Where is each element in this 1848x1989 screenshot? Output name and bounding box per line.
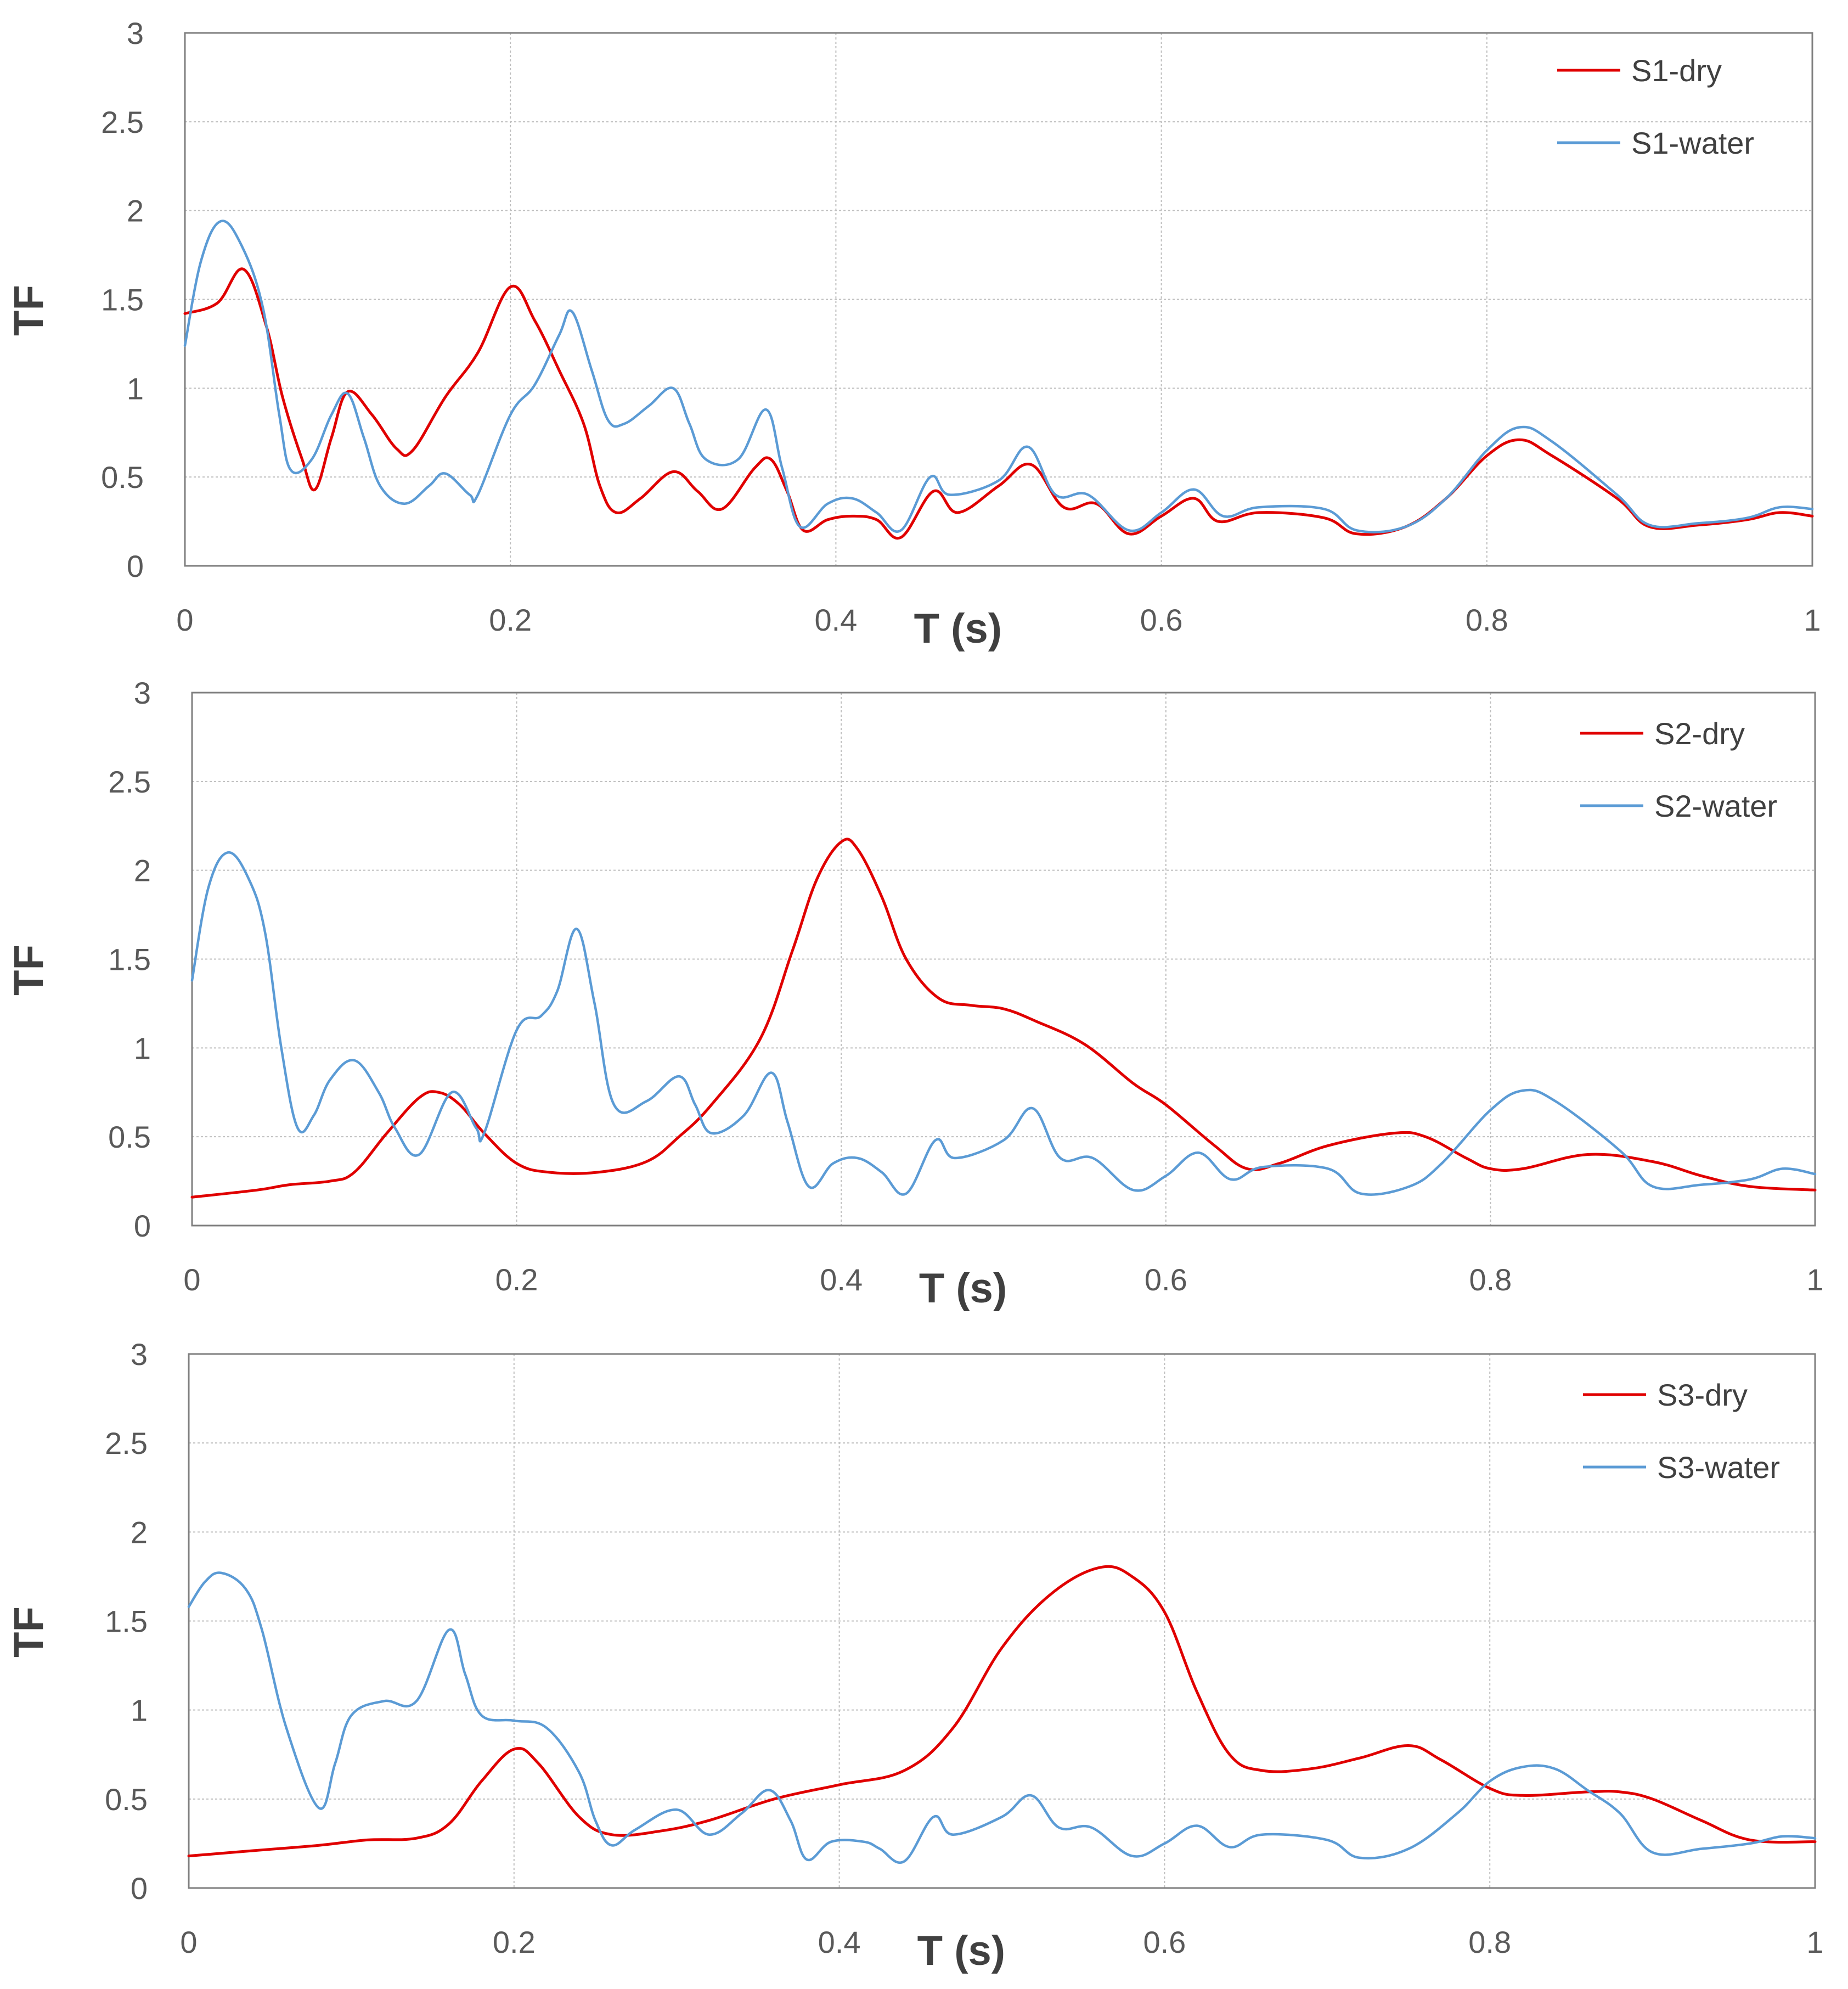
x-tick-label: 0.6 [1145, 1262, 1187, 1297]
y-tick-label: 0.5 [101, 460, 144, 495]
y-tick-label: 3 [127, 16, 144, 50]
x-tick-label: 0.2 [493, 1925, 536, 1959]
y-tick-label: 1 [131, 1693, 148, 1728]
x-tick-label: 0 [183, 1262, 200, 1297]
x-axis-title: T (s) [914, 605, 1002, 652]
series-line-s1-dry [183, 267, 1814, 540]
legend-label: S2-dry [1654, 716, 1745, 751]
y-tick-label: 2 [134, 853, 151, 888]
y-tick-label: 2 [127, 194, 144, 228]
y-axis-title: TF [5, 945, 52, 996]
chart-panel-3: 0 0.5 1 1.5 2 2.5 3 0 0.2 0.4 0.6 0.8 1 T (s) TF S3-dry… [5, 1337, 1824, 1974]
y-tick-label: 1 [134, 1031, 151, 1065]
legend-label: S3-water [1657, 1450, 1780, 1485]
series-line-s2-water [190, 851, 1817, 1196]
x-tick-label: 0.4 [814, 603, 857, 637]
y-tick-label: 3 [131, 1337, 148, 1372]
x-tick-label: 0.6 [1143, 1925, 1186, 1959]
series-line-s3-water [187, 1571, 1817, 1864]
y-axis-title: TF [5, 1606, 52, 1658]
y-tick-label: 0 [131, 1871, 148, 1906]
x-tick-label: 0.8 [1468, 1925, 1511, 1959]
chart-panel-1: 0 0.5 1 1.5 2 2.5 3 0 0.2 0.4 0.6 0.8 1 T (s) TF S1-dry… [5, 16, 1821, 652]
series-line-s3-dry [187, 1565, 1817, 1858]
x-tick-label: 0.4 [820, 1262, 863, 1297]
y-tick-label: 2.5 [105, 1426, 148, 1460]
x-tick-label: 0.4 [818, 1925, 861, 1959]
plot-area-frame [191, 692, 1816, 1227]
y-tick-label: 3 [134, 676, 151, 710]
y-axis-title: TF [5, 285, 52, 336]
x-axis-title: T (s) [917, 1928, 1005, 1974]
legend-label: S2-water [1654, 789, 1777, 823]
legend-label: S1-dry [1631, 53, 1722, 88]
y-tick-label: 0.5 [108, 1120, 151, 1154]
chart-panel-2: 0 0.5 1 1.5 2 2.5 3 0 0.2 0.4 0.6 0.8 1 T (s) TF S2-dry… [5, 676, 1824, 1312]
y-tick-label: 1 [127, 371, 144, 406]
y-tick-label: 2 [131, 1515, 148, 1549]
y-tick-label: 0 [134, 1209, 151, 1243]
series-line-s2-dry [190, 838, 1817, 1199]
series-line-s1-water [183, 220, 1814, 533]
y-tick-label: 0.5 [105, 1782, 148, 1817]
x-axis-title: T (s) [919, 1265, 1007, 1312]
x-tick-label: 0 [176, 603, 193, 637]
x-tick-label: 1 [1804, 603, 1821, 637]
y-tick-label: 2.5 [101, 105, 144, 139]
y-tick-label: 1.5 [105, 1604, 148, 1639]
y-tick-label: 2.5 [108, 765, 151, 799]
x-tick-label: 0.2 [489, 603, 532, 637]
plot-area-frame [188, 1353, 1816, 1889]
legend-label: S1-water [1631, 126, 1754, 160]
x-tick-label: 1 [1806, 1262, 1823, 1297]
x-tick-label: 0.8 [1466, 603, 1508, 637]
legend-label: S3-dry [1657, 1378, 1748, 1412]
x-tick-label: 0.6 [1140, 603, 1183, 637]
plot-area-frame [184, 32, 1813, 567]
y-tick-label: 0 [127, 549, 144, 583]
x-tick-label: 0.2 [495, 1262, 538, 1297]
y-tick-label: 1.5 [101, 283, 144, 317]
y-tick-label: 1.5 [108, 942, 151, 977]
x-tick-label: 0.8 [1469, 1262, 1512, 1297]
x-tick-label: 1 [1806, 1925, 1823, 1959]
x-tick-label: 0 [180, 1925, 197, 1959]
